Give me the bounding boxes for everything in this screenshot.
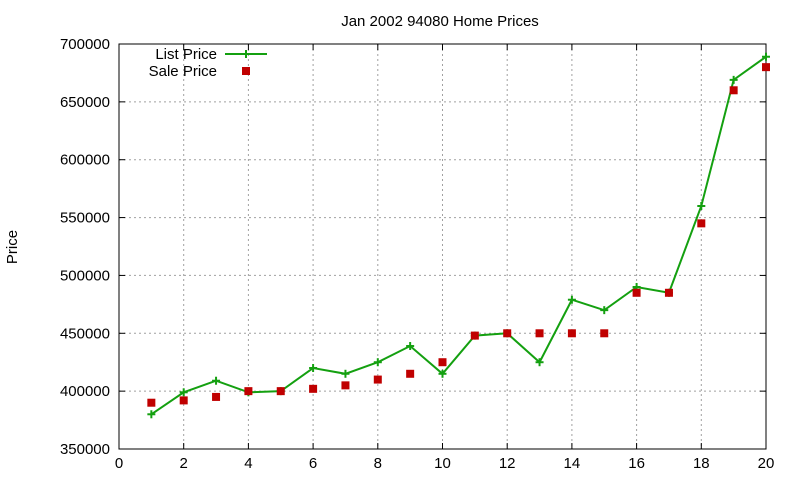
y-tick-label: 400000: [60, 383, 110, 400]
data-point: [406, 369, 415, 378]
data-point: [600, 306, 609, 315]
data-point: [276, 387, 285, 396]
y-tick-label: 500000: [60, 267, 110, 284]
data-point: [567, 295, 576, 304]
series: [147, 52, 770, 419]
y-tick-label: 650000: [60, 94, 110, 111]
y-tick-label: 550000: [60, 210, 110, 227]
y-axis-label: Price: [4, 230, 21, 264]
data-point: [600, 329, 609, 338]
y-tick-label: 350000: [60, 441, 110, 458]
data-point: [341, 381, 350, 390]
data-point: [341, 369, 350, 378]
data-point: [697, 202, 706, 210]
legend-label: Sale Price: [149, 63, 217, 80]
legend-marker: [242, 50, 250, 58]
data-point: [503, 329, 512, 338]
y-tick-label: 450000: [60, 325, 110, 342]
grid: [119, 44, 766, 449]
data-point: [729, 75, 738, 84]
x-tick-label: 4: [244, 455, 252, 472]
x-tick-label: 6: [309, 455, 317, 472]
x-tick-label: 12: [499, 455, 516, 472]
data-point: [632, 288, 641, 297]
legend-marker: [242, 67, 250, 75]
data-point: [535, 329, 544, 338]
data-point: [373, 358, 382, 367]
chart-title: Jan 2002 94080 Home Prices: [341, 13, 539, 30]
x-tick-label: 20: [758, 455, 775, 472]
data-point: [212, 392, 221, 401]
data-point: [212, 376, 221, 385]
x-tick-label: 14: [564, 455, 581, 472]
data-point: [567, 329, 576, 338]
x-tick-label: 0: [115, 455, 123, 472]
data-point: [147, 398, 156, 407]
data-point: [729, 86, 738, 95]
x-tick-label: 8: [374, 455, 382, 472]
data-point: [147, 410, 156, 419]
legend-label: List Price: [155, 46, 217, 63]
data-point: [438, 358, 447, 367]
x-tick-label: 18: [693, 455, 710, 472]
data-point: [179, 388, 188, 397]
data-point: [309, 384, 318, 393]
data-point: [438, 369, 447, 378]
x-tick-label: 16: [628, 455, 645, 472]
axis-ticks: 0 2 4 6 8 10 12 14 16 18 20 350000 400000 450000 50000…: [60, 36, 774, 472]
data-point: [470, 331, 479, 340]
data-point: [762, 63, 770, 72]
series-line: [150, 55, 767, 416]
data-point: [535, 358, 544, 367]
series-list-price: [147, 52, 770, 419]
data-point: [309, 364, 318, 372]
data-point: [697, 219, 706, 228]
data-point: [373, 375, 382, 384]
x-tick-label: 10: [434, 455, 451, 472]
data-point: [762, 52, 770, 61]
data-point: [406, 342, 415, 351]
data-point: [244, 387, 253, 396]
y-tick-label: 700000: [60, 36, 110, 53]
series-sale-price: [147, 63, 770, 407]
x-tick-label: 2: [180, 455, 188, 472]
data-point: [664, 288, 673, 297]
data-point: [179, 396, 188, 405]
y-tick-label: 600000: [60, 152, 110, 169]
